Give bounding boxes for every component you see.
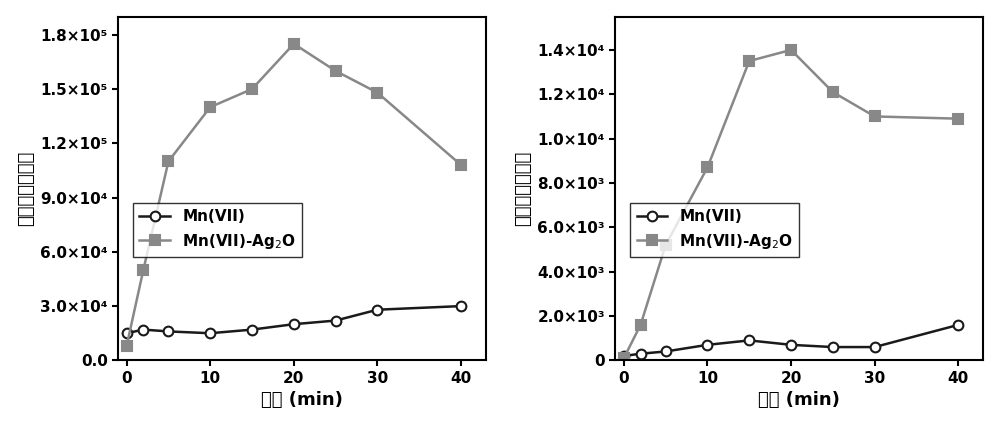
Legend: Mn(VII), Mn(VII)-Ag$_2$O: Mn(VII), Mn(VII)-Ag$_2$O — [133, 203, 302, 257]
Y-axis label: 聚合产物峰强度: 聚合产物峰强度 — [514, 151, 532, 226]
X-axis label: 时间 (min): 时间 (min) — [261, 391, 343, 409]
Legend: Mn(VII), Mn(VII)-Ag$_2$O: Mn(VII), Mn(VII)-Ag$_2$O — [630, 203, 799, 257]
X-axis label: 时间 (min): 时间 (min) — [758, 391, 840, 409]
Y-axis label: 聚合产物峰强度: 聚合产物峰强度 — [17, 151, 35, 226]
